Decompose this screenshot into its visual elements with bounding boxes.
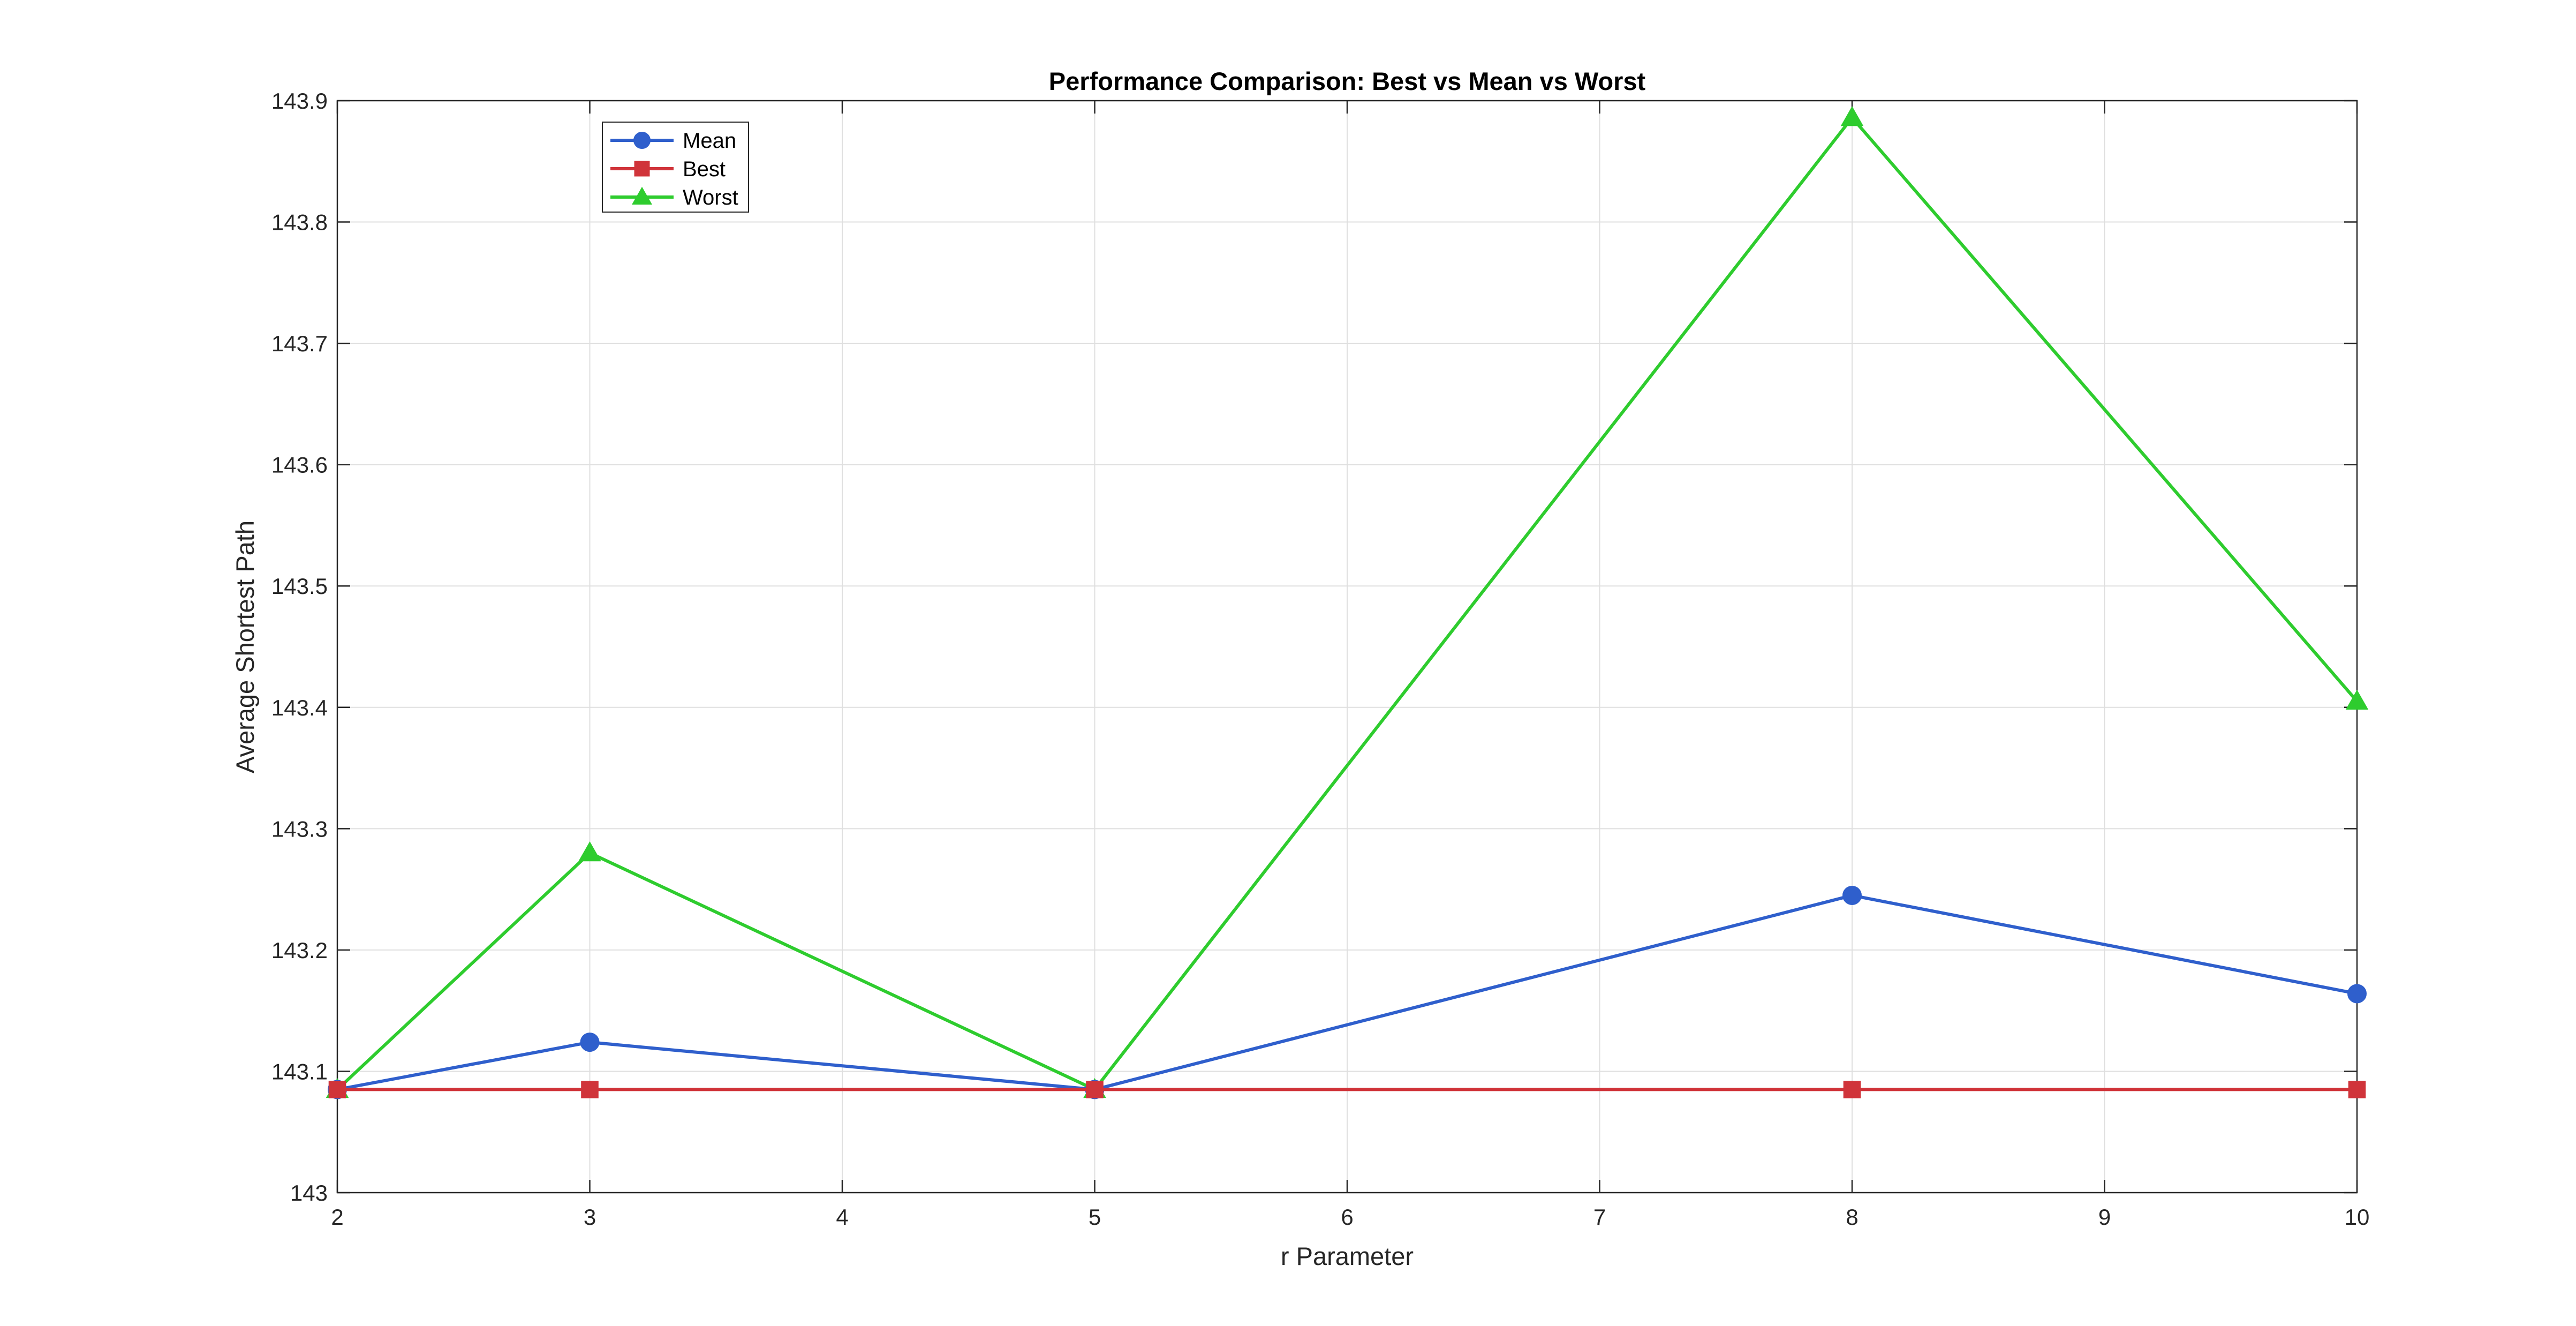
x-tick-label: 10: [2345, 1204, 2370, 1230]
data-point-best: [1086, 1081, 1104, 1098]
y-tick-label: 143.7: [271, 331, 328, 356]
data-point-best: [328, 1081, 346, 1098]
legend-marker-best: [634, 161, 650, 177]
axis-ticks: 2 3 4 5 6 7 8 9 10 143 143.1 143.2 143.3 143.4 143.5 14…: [271, 88, 2369, 1230]
x-tick-label: 3: [584, 1204, 596, 1230]
y-tick-label: 143.6: [271, 453, 328, 478]
y-tick-label: 143.3: [271, 816, 328, 841]
data-point-mean: [580, 1033, 600, 1052]
x-tick-label: 4: [836, 1204, 848, 1230]
legend-label-mean: Mean: [683, 129, 736, 153]
x-tick-label: 5: [1089, 1204, 1101, 1230]
x-axis-title: r Parameter: [1281, 1242, 1414, 1270]
x-tick-label: 8: [1846, 1204, 1858, 1230]
data-point-worst: [2345, 689, 2369, 710]
legend-label-worst: Worst: [683, 186, 738, 209]
data-point-best: [2348, 1081, 2366, 1098]
y-tick-label: 143.4: [271, 695, 328, 720]
legend-marker-worst: [632, 186, 652, 205]
series-best: [328, 1081, 2366, 1098]
x-tick-label: 9: [2098, 1204, 2111, 1230]
grid: [337, 101, 2357, 1193]
legend-item-best: Best: [610, 157, 726, 181]
data-point-worst: [578, 841, 601, 862]
legend-label-best: Best: [683, 157, 726, 181]
series-group: [326, 106, 2369, 1099]
y-tick-label: 143.8: [271, 210, 328, 235]
y-tick-label: 143.1: [271, 1059, 328, 1084]
data-point-mean: [1842, 885, 1862, 905]
y-tick-label: 143.5: [271, 574, 328, 599]
chart-title: Performance Comparison: Best vs Mean vs …: [1049, 67, 1646, 95]
data-point-mean: [2347, 984, 2367, 1004]
y-tick-label: 143.2: [271, 938, 328, 963]
legend-item-mean: Mean: [610, 129, 736, 153]
legend-marker-mean: [633, 132, 651, 149]
data-point-best: [581, 1081, 599, 1098]
x-tick-label: 6: [1341, 1204, 1353, 1230]
x-tick-label: 2: [331, 1204, 343, 1230]
y-tick-label: 143.9: [271, 88, 328, 114]
x-tick-label: 7: [1593, 1204, 1606, 1230]
legend: Mean Best Worst: [602, 122, 749, 213]
data-point-best: [1843, 1081, 1861, 1098]
legend-item-worst: Worst: [610, 186, 738, 209]
data-point-worst: [1840, 106, 1864, 126]
y-axis-title: Average Shortest Path: [231, 521, 259, 773]
y-tick-label: 143: [290, 1180, 328, 1206]
